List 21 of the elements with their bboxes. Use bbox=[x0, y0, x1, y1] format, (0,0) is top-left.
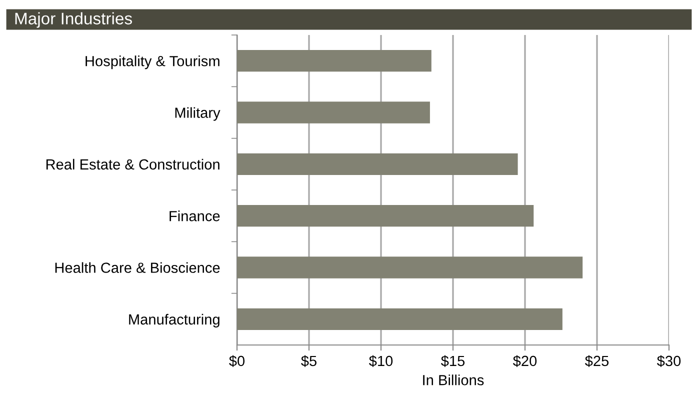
bar bbox=[237, 308, 562, 330]
x-tick-label: $25 bbox=[584, 355, 609, 367]
bar bbox=[237, 50, 432, 72]
bar bbox=[237, 153, 518, 176]
bar bbox=[237, 102, 430, 124]
bar bbox=[237, 256, 583, 278]
x-tick-label: $20 bbox=[512, 355, 537, 367]
y-tick-label: Health Care & Bioscience bbox=[55, 262, 220, 273]
y-tick-label: Military bbox=[175, 107, 220, 121]
text: Major Industries bbox=[15, 12, 132, 28]
x-axis-title: In Billions bbox=[423, 374, 484, 386]
y-tick-label: Manufacturing bbox=[129, 314, 220, 328]
y-tick-label: Hospitality & Tourism bbox=[86, 56, 220, 70]
bar bbox=[237, 204, 534, 227]
y-tick-label: Real Estate & Construction bbox=[46, 158, 220, 170]
x-tick-label: $15 bbox=[440, 355, 465, 367]
x-tick-label: $5 bbox=[301, 355, 316, 367]
x-tick-label: $30 bbox=[656, 355, 681, 367]
y-tick-label: Finance bbox=[170, 210, 220, 222]
x-tick-label: $0 bbox=[229, 355, 245, 367]
x-tick-label: $10 bbox=[368, 355, 393, 367]
